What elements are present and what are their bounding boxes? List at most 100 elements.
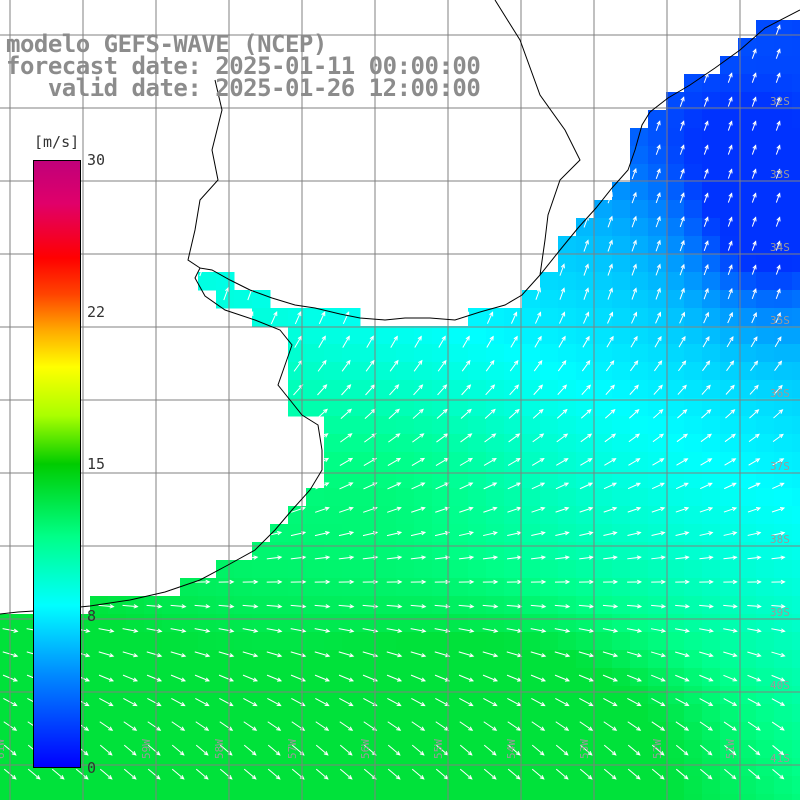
wind-speed-cell xyxy=(702,794,721,800)
wind-speed-cell xyxy=(360,344,379,363)
wind-speed-cell xyxy=(774,740,793,759)
wind-speed-cell xyxy=(774,434,793,453)
wind-speed-cell xyxy=(360,686,379,705)
wind-speed-cell xyxy=(342,776,361,795)
wind-arrow xyxy=(411,744,425,756)
wind-arrow xyxy=(434,531,451,537)
wind-speed-cell xyxy=(702,290,721,309)
wind-speed-cell xyxy=(684,560,703,579)
wind-speed-cell xyxy=(774,416,793,435)
wind-speed-cell xyxy=(18,740,37,759)
wind-speed-cell xyxy=(180,740,199,759)
wind-speed-cell xyxy=(540,524,559,543)
wind-arrow xyxy=(314,674,331,682)
wind-speed-cell xyxy=(684,128,703,147)
wind-speed-cell xyxy=(306,578,325,597)
wind-speed-cell xyxy=(396,362,415,381)
wind-arrow xyxy=(411,721,426,731)
wind-speed-cell xyxy=(594,326,613,345)
wind-speed-cell xyxy=(234,290,253,309)
wind-speed-cell xyxy=(342,794,361,800)
wind-speed-cell xyxy=(612,560,631,579)
wind-arrow xyxy=(122,651,139,658)
wind-speed-cell xyxy=(576,272,595,291)
wind-speed-cell xyxy=(756,632,775,651)
wind-speed-cell xyxy=(324,470,343,489)
wind-arrow xyxy=(605,384,615,395)
wind-speed-cell xyxy=(360,704,379,723)
wind-speed-cell xyxy=(396,776,415,795)
wind-arrow xyxy=(387,744,401,756)
wind-speed-cell xyxy=(684,236,703,255)
wind-speed-cell xyxy=(90,794,109,800)
wind-speed-cell xyxy=(432,380,451,399)
wind-speed-cell xyxy=(612,326,631,345)
wind-speed-cell xyxy=(378,740,397,759)
wind-arrow xyxy=(748,482,761,490)
wind-speed-cell xyxy=(486,650,505,669)
wind-arrow xyxy=(747,604,762,609)
wind-speed-cell xyxy=(792,506,800,525)
wind-speed-cell xyxy=(540,470,559,489)
wind-arrow xyxy=(703,263,709,276)
wind-arrow xyxy=(534,335,542,348)
wind-speed-cell xyxy=(486,308,505,327)
wind-speed-cell xyxy=(396,794,415,800)
wind-speed-cell xyxy=(702,542,721,561)
wind-speed-cell xyxy=(504,686,523,705)
wind-speed-cell xyxy=(342,326,361,345)
wind-speed-cell xyxy=(396,686,415,705)
wind-arrow xyxy=(459,721,474,731)
wind-speed-cell xyxy=(234,740,253,759)
wind-speed-cell xyxy=(270,704,289,723)
wind-speed-cell xyxy=(144,722,163,741)
wind-arrow xyxy=(747,531,762,536)
wind-speed-cell xyxy=(342,704,361,723)
wind-speed-cell xyxy=(738,326,757,345)
wind-arrow xyxy=(366,335,374,348)
wind-arrow xyxy=(655,168,661,180)
wind-arrow xyxy=(579,531,594,536)
wind-speed-cell xyxy=(576,722,595,741)
wind-speed-cell xyxy=(324,326,343,345)
wind-arrow xyxy=(99,768,113,780)
wind-speed-cell xyxy=(666,254,685,273)
wind-arrow xyxy=(675,721,690,731)
wind-speed-cell xyxy=(738,56,757,75)
wind-speed-cell xyxy=(216,632,235,651)
wind-speed-cell xyxy=(756,596,775,615)
wind-speed-cell xyxy=(648,146,667,165)
wind-speed-cell xyxy=(486,452,505,471)
wind-arrow xyxy=(699,482,713,490)
wind-speed-cell xyxy=(738,308,757,327)
wind-speed-cell xyxy=(720,416,739,435)
wind-speed-cell xyxy=(612,668,631,687)
wind-speed-cell xyxy=(306,632,325,651)
wind-speed-cell xyxy=(774,272,793,291)
wind-arrow xyxy=(775,264,781,275)
wind-speed-cell xyxy=(576,632,595,651)
wind-speed-cell xyxy=(306,398,325,417)
wind-speed-cell xyxy=(792,794,800,800)
wind-speed-cell xyxy=(504,434,523,453)
latitude-label: 33S xyxy=(770,168,790,181)
wind-speed-cell xyxy=(36,776,55,795)
wind-speed-cell xyxy=(432,650,451,669)
wind-speed-cell xyxy=(324,794,343,800)
wind-arrow xyxy=(482,651,499,658)
wind-speed-cell xyxy=(792,38,800,57)
wind-arrow xyxy=(751,96,757,107)
wind-speed-cell xyxy=(612,686,631,705)
wind-speed-cell xyxy=(720,92,739,111)
wind-speed-cell xyxy=(612,722,631,741)
wind-speed-cell xyxy=(396,416,415,435)
wind-speed-cell xyxy=(468,722,487,741)
wind-speed-cell xyxy=(558,416,577,435)
wind-speed-cell xyxy=(720,578,739,597)
wind-arrow xyxy=(578,651,595,658)
wind-arrow xyxy=(266,579,283,585)
wind-speed-cell xyxy=(648,164,667,183)
wind-speed-cell xyxy=(630,542,649,561)
wind-speed-cell xyxy=(198,758,217,777)
wind-speed-cell xyxy=(648,272,667,291)
